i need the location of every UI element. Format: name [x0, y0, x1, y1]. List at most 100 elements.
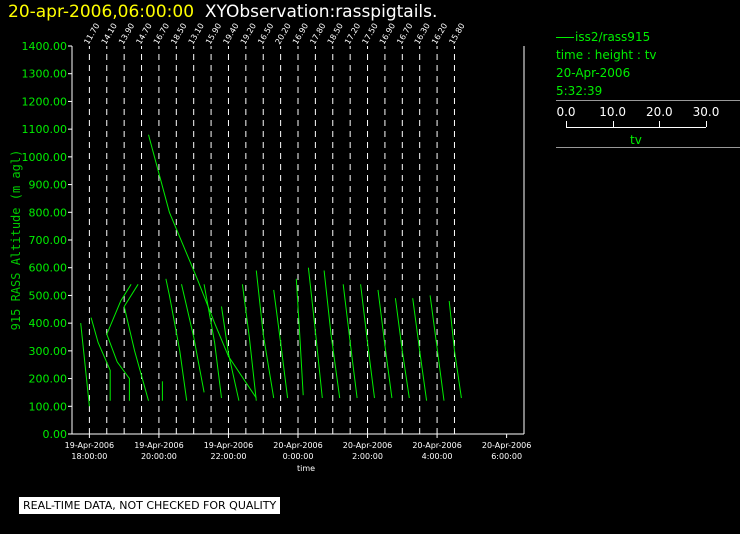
- series-profile-line: [377, 289, 393, 399]
- y-axis-label: 915 RASS Altitude (m agl): [9, 150, 23, 331]
- x-tick-date: 20-Apr-2006: [482, 441, 531, 450]
- y-tick-label: 400.00: [29, 317, 68, 330]
- profile-marker-label: 17.20: [343, 22, 362, 46]
- series-profile-line: [203, 284, 222, 399]
- profile-marker-label: 16.90: [378, 22, 397, 46]
- colorbar-axis: [566, 121, 707, 128]
- profile-marker-label: 13.10: [187, 22, 206, 46]
- colorbar-tick: [706, 121, 707, 127]
- legend-swatch: [556, 36, 574, 38]
- chart-title: 20-apr-2006,06:00:00 XYObservation:rassp…: [8, 2, 437, 22]
- title-observation: XYObservation:rasspigtails.: [204, 2, 438, 22]
- colorbar-tick: [659, 121, 661, 127]
- profile-marker-label: 14.70: [134, 22, 153, 46]
- series-profile-line: [307, 267, 323, 399]
- y-tick-label: 800.00: [29, 206, 68, 219]
- series-profile-line: [90, 317, 111, 401]
- x-tick-time: 18:00:00: [71, 452, 107, 461]
- x-tick-date: 20-Apr-2006: [273, 441, 322, 450]
- colorbar-tick: [566, 121, 567, 127]
- profile-marker-label: 11.70: [82, 22, 101, 46]
- quality-notice: REAL-TIME DATA, NOT CHECKED FOR QUALITY: [18, 496, 282, 515]
- legend-divider-bottom: [556, 147, 740, 148]
- y-tick-label: 0.00: [43, 428, 68, 441]
- series-profile-line: [429, 295, 445, 401]
- series-profile-line: [360, 284, 375, 399]
- series-profile-line: [123, 284, 149, 401]
- profile-marker-label: 16.90: [291, 22, 310, 46]
- x-tick-time: 0:00:00: [283, 452, 314, 461]
- profile-marker-label: 17.80: [308, 22, 327, 46]
- series-profile-line: [342, 284, 358, 399]
- y-tick-label: 500.00: [29, 289, 68, 302]
- legend-time: 5:32:39: [556, 84, 603, 98]
- x-tick-date: 19-Apr-2006: [65, 441, 114, 450]
- legend-divider-top: [556, 100, 740, 101]
- series-profile-line: [323, 270, 341, 399]
- y-tick-label: 100.00: [29, 400, 68, 413]
- series-profile-line: [241, 284, 257, 401]
- legend-date: 20-Apr-2006: [556, 66, 631, 80]
- x-tick-time: 20:00:00: [141, 452, 177, 461]
- x-tick-time: 6:00:00: [491, 452, 522, 461]
- colorbar-tick-label: 30.0: [692, 105, 720, 119]
- profile-marker-label: 13.90: [117, 22, 136, 46]
- series-profile-line: [165, 278, 188, 401]
- legend-entry: iss2/rass915: [556, 28, 740, 46]
- profile-marker-label: 16.30: [413, 22, 432, 46]
- x-axis-label: time: [297, 464, 315, 473]
- series-profile-line: [221, 306, 240, 401]
- profile-marker-label: 16.70: [152, 22, 171, 46]
- profile-marker-label: 16.20: [430, 22, 449, 46]
- series-sweep-line: [148, 134, 257, 399]
- x-tick-date: 20-Apr-2006: [343, 441, 392, 450]
- x-ticks: 19-Apr-2006 18:00:00 19-Apr-2006 20:00:00 19…: [65, 434, 531, 461]
- x-tick-time: 22:00:00: [210, 452, 246, 461]
- legend-line2: time : height : tv: [556, 48, 657, 62]
- y-tick-label: 1200.00: [22, 95, 68, 108]
- profile-marker-label: 20.20: [274, 22, 293, 46]
- legend-panel: iss2/rass915 time : height : tv 20-Apr-2…: [556, 28, 740, 148]
- y-tick-label: 1300.00: [22, 68, 68, 81]
- profile-marker-label: 15.90: [204, 22, 223, 46]
- colorbar-title: tv: [630, 133, 642, 147]
- series-profile-line: [394, 298, 410, 399]
- profile-marker-label: 18.50: [326, 22, 345, 46]
- profile-marker-label: 18.50: [169, 22, 188, 46]
- series-profile-line: [255, 270, 275, 399]
- x-tick-time: 2:00:00: [352, 452, 383, 461]
- chart-svg: 0.00 100.00 200.00 300.00 400.00 500.00 600.00…: [9, 22, 531, 473]
- profile-marker-label: 17.50: [360, 22, 379, 46]
- profile-marker-label: 16.70: [395, 22, 414, 46]
- profile-marker-label: 16.50: [256, 22, 275, 46]
- profile-marker-label: 19.40: [221, 22, 240, 46]
- y-tick-label: 900.00: [29, 179, 68, 192]
- title-datetime: 20-apr-2006,06:00:00: [8, 2, 195, 22]
- series-profile-line: [106, 284, 132, 401]
- x-tick-date: 19-Apr-2006: [204, 441, 253, 450]
- profile-marker-label: 15.80: [447, 22, 466, 46]
- y-tick-label: 1000.00: [22, 151, 68, 164]
- colorbar-tick-label: 10.0: [599, 105, 627, 119]
- series-profile-line: [295, 278, 304, 396]
- y-tick-label: 700.00: [29, 234, 68, 247]
- y-tick-label: 300.00: [29, 345, 68, 358]
- y-ticks: 0.00 100.00 200.00 300.00 400.00 500.00 600.00…: [22, 40, 72, 441]
- y-tick-label: 200.00: [29, 373, 68, 386]
- series-profile-line: [412, 298, 428, 401]
- series-lines: [80, 134, 462, 407]
- series-profile-line: [448, 300, 462, 399]
- profile-markers: 11.7014.1013.9014.7016.7018.5013.1015.90…: [82, 22, 467, 434]
- colorbar-tick: [612, 121, 614, 127]
- x-tick-date: 20-Apr-2006: [412, 441, 461, 450]
- colorbar: tv 0.0 10.0 20.0 30.0: [556, 101, 740, 153]
- series-profile-line: [80, 323, 90, 407]
- series-profile-line: [273, 289, 289, 399]
- series-profile-line: [181, 284, 205, 393]
- colorbar-tick-label: 0.0: [556, 105, 576, 119]
- y-tick-label: 1100.00: [22, 123, 68, 136]
- x-tick-time: 4:00:00: [422, 452, 453, 461]
- profile-marker-label: 19.20: [239, 22, 258, 46]
- y-tick-label: 600.00: [29, 262, 68, 275]
- colorbar-tick-label: 20.0: [645, 105, 673, 119]
